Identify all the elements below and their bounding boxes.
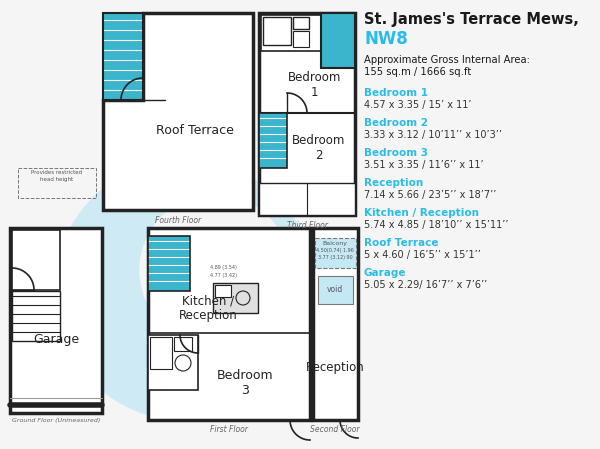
Text: Second Floor: Second Floor xyxy=(310,425,360,434)
Bar xyxy=(148,335,198,390)
Text: Kitchen /
Reception: Kitchen / Reception xyxy=(179,294,238,322)
Text: 4.89 (3.54): 4.89 (3.54) xyxy=(209,265,236,270)
Text: 3.77 (3.12) 90: 3.77 (3.12) 90 xyxy=(317,255,352,260)
Text: Bedroom
1: Bedroom 1 xyxy=(288,71,341,99)
Circle shape xyxy=(55,160,315,420)
Text: 7.14 x 5.66 / 23’5’’ x 18’7’’: 7.14 x 5.66 / 23’5’’ x 18’7’’ xyxy=(364,190,496,200)
Bar xyxy=(313,228,358,420)
Bar xyxy=(148,228,310,236)
Text: 5 x 4.60 / 16’5’’ x 15’1’’: 5 x 4.60 / 16’5’’ x 15’1’’ xyxy=(364,250,481,260)
Text: Roof Terrace: Roof Terrace xyxy=(364,238,439,248)
Bar xyxy=(103,13,143,100)
Text: Kitchen / Reception: Kitchen / Reception xyxy=(364,208,479,218)
Text: head height: head height xyxy=(40,177,74,182)
Text: Roof Terrace: Roof Terrace xyxy=(156,123,234,136)
Text: 3.51 x 3.35 / 11’6’’ x 11’: 3.51 x 3.35 / 11’6’’ x 11’ xyxy=(364,160,484,170)
Text: void: void xyxy=(327,286,343,295)
Text: 4.77 (3.42): 4.77 (3.42) xyxy=(209,273,236,277)
Circle shape xyxy=(175,355,191,371)
Text: 5.05 x 2.29/ 16’7’’ x 7’6’’: 5.05 x 2.29/ 16’7’’ x 7’6’’ xyxy=(364,280,487,290)
Text: 4.50(0.74) 1.96: 4.50(0.74) 1.96 xyxy=(316,248,354,253)
Text: Provides restricted: Provides restricted xyxy=(31,170,83,175)
Text: NW8: NW8 xyxy=(364,30,408,48)
Bar xyxy=(259,113,287,168)
Bar xyxy=(318,276,353,304)
Bar xyxy=(148,228,310,420)
Text: Bedroom 2: Bedroom 2 xyxy=(364,118,428,128)
Bar xyxy=(215,285,231,297)
Bar xyxy=(12,230,60,290)
Bar xyxy=(213,283,258,313)
Text: 5.74 x 4.85 / 18’10’’ x 15’11’’: 5.74 x 4.85 / 18’10’’ x 15’11’’ xyxy=(364,220,509,230)
Bar xyxy=(259,183,355,215)
Bar xyxy=(313,228,358,236)
Bar xyxy=(103,13,143,100)
Bar xyxy=(148,236,190,291)
Bar xyxy=(315,238,356,268)
Bar xyxy=(18,168,96,198)
Bar xyxy=(321,13,355,68)
Text: Ground Floor (Unmeasured): Ground Floor (Unmeasured) xyxy=(12,418,100,423)
Text: Garage: Garage xyxy=(33,334,79,347)
Text: Balcony: Balcony xyxy=(323,241,347,246)
Text: Bedroom 3: Bedroom 3 xyxy=(364,148,428,158)
Text: St. James's Terrace Mews,: St. James's Terrace Mews, xyxy=(364,12,579,27)
Bar xyxy=(259,13,355,53)
Text: Fourth Floor: Fourth Floor xyxy=(155,216,201,225)
Bar xyxy=(261,15,321,51)
Bar xyxy=(263,17,291,45)
Bar xyxy=(293,31,309,47)
Bar xyxy=(150,337,172,369)
Text: Garage: Garage xyxy=(364,268,407,278)
Bar xyxy=(259,13,355,215)
Polygon shape xyxy=(103,13,253,210)
Text: Reception: Reception xyxy=(305,361,364,374)
Text: Approximate Gross Internal Area:: Approximate Gross Internal Area: xyxy=(364,55,530,65)
Bar xyxy=(12,291,60,341)
Text: Bedroom
3: Bedroom 3 xyxy=(217,369,274,397)
Text: 3.33 x 3.12 / 10’11’’ x 10’3’’: 3.33 x 3.12 / 10’11’’ x 10’3’’ xyxy=(364,130,502,140)
Circle shape xyxy=(140,195,290,345)
Text: Bedroom 1: Bedroom 1 xyxy=(364,88,428,98)
Text: 155 sq.m / 1666 sq.ft: 155 sq.m / 1666 sq.ft xyxy=(364,67,471,77)
Bar xyxy=(259,113,287,168)
Bar xyxy=(321,13,355,68)
Bar xyxy=(150,335,308,418)
Text: Third Floor: Third Floor xyxy=(287,221,328,230)
Text: Reception: Reception xyxy=(364,178,423,188)
Bar xyxy=(174,337,192,351)
Bar xyxy=(10,228,102,413)
Text: Bedroom
2: Bedroom 2 xyxy=(292,134,345,162)
Text: First Floor: First Floor xyxy=(210,425,248,434)
Text: 4.57 x 3.35 / 15’ x 11’: 4.57 x 3.35 / 15’ x 11’ xyxy=(364,100,472,110)
Bar xyxy=(293,17,309,29)
Bar xyxy=(148,236,190,291)
Bar xyxy=(261,115,353,212)
